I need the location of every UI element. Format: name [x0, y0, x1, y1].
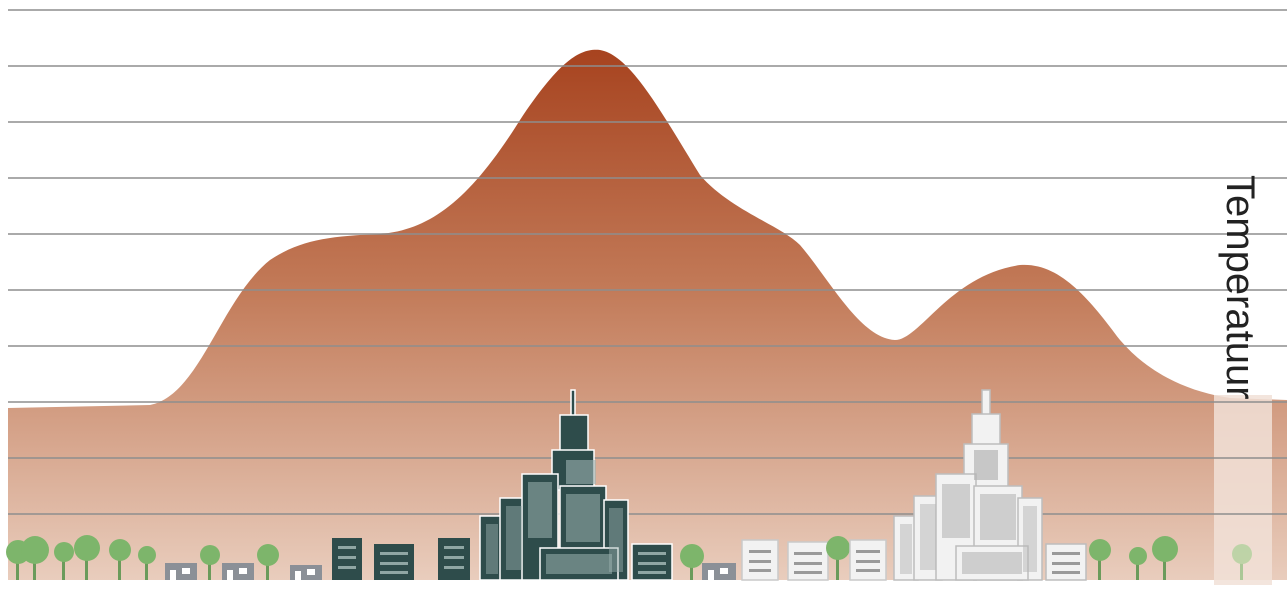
rural-trees-right [1089, 536, 1252, 580]
tree-icon [826, 536, 850, 580]
tree-icon [138, 546, 156, 580]
tree-icon [1129, 547, 1147, 580]
building-icon [438, 538, 470, 580]
building-icon [374, 544, 414, 580]
building-icon [332, 538, 362, 580]
tree-icon [200, 545, 220, 580]
tree-icon [257, 544, 279, 580]
building-icon [981, 389, 991, 417]
downtown-light [893, 389, 1087, 581]
house-icon [702, 563, 736, 580]
house-icon [165, 563, 197, 580]
gridlines [8, 9, 1287, 515]
tree-icon [109, 539, 131, 580]
tree-icon [21, 536, 49, 580]
tree-icon [680, 544, 704, 580]
axis-label-temperature: Temperatuur [1218, 175, 1262, 400]
house-icon [290, 565, 322, 580]
downtown-dark [479, 389, 673, 581]
tree-icon [1152, 536, 1178, 580]
rural-trees-left [6, 535, 156, 580]
house-icon [222, 563, 254, 580]
temperature-curve [8, 49, 1287, 580]
building-icon [559, 414, 589, 456]
tree-icon [1089, 539, 1111, 580]
tree-icon [74, 535, 100, 580]
tree-icon [54, 542, 74, 580]
suburb-middle [680, 536, 887, 581]
suburb-left [165, 544, 322, 580]
tree-icon [1232, 544, 1252, 580]
building-icon [570, 389, 576, 419]
building-icon [787, 541, 829, 581]
low-buildings-left [332, 538, 470, 580]
